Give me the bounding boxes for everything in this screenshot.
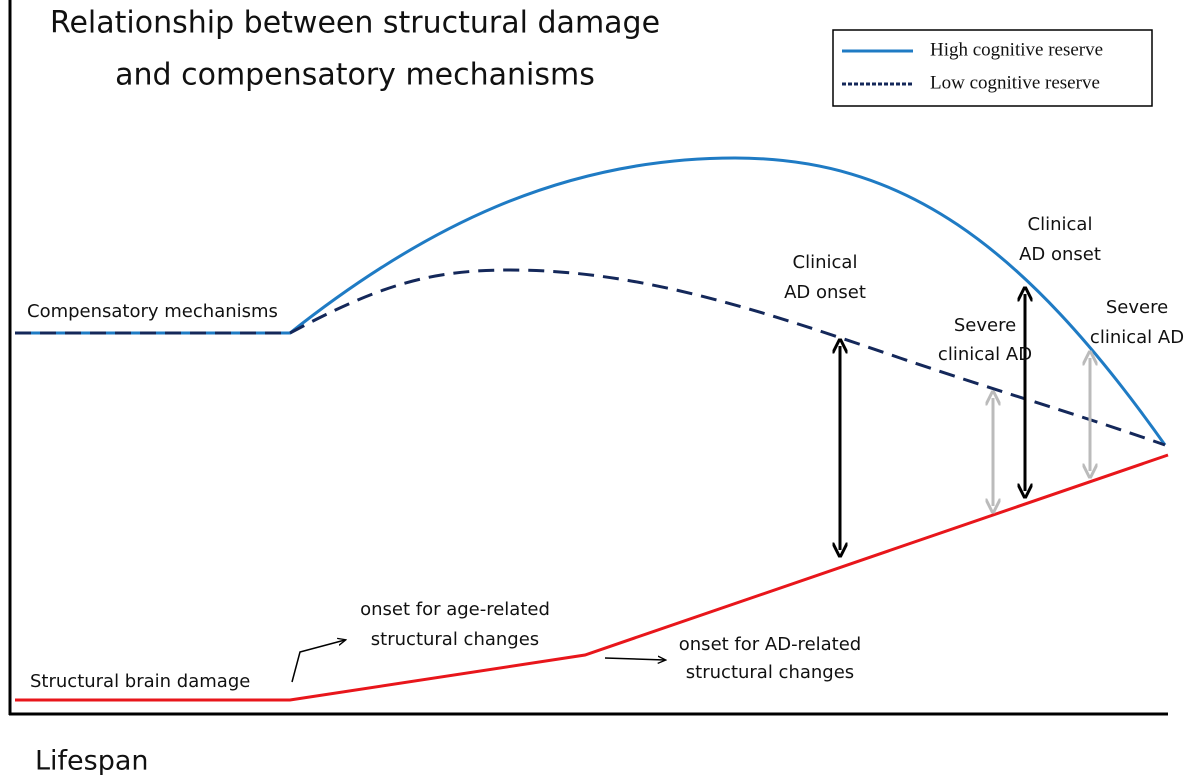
annotation: clinical AD bbox=[938, 344, 1032, 365]
annotation: Severe bbox=[954, 315, 1016, 336]
annotation: Clinical bbox=[1028, 214, 1093, 235]
low-reserve-curve bbox=[15, 268, 1166, 447]
x-axis-label: Lifespan bbox=[35, 746, 149, 777]
high-reserve-curve bbox=[15, 156, 1167, 446]
onset-label: structural changes bbox=[371, 629, 539, 650]
curve-label: Compensatory mechanisms bbox=[27, 301, 278, 322]
legend-label: High cognitive reserve bbox=[930, 39, 1103, 60]
title-line: Relationship between structural damage bbox=[50, 6, 660, 41]
damage-curve bbox=[15, 453, 1169, 702]
annotation: AD onset bbox=[784, 282, 866, 303]
annotation: AD onset bbox=[1019, 244, 1101, 265]
onset-label: onset for AD-related bbox=[679, 634, 861, 655]
onset-label: structural changes bbox=[686, 662, 854, 683]
onset-label: onset for age-related bbox=[360, 599, 550, 620]
curve-label: Structural brain damage bbox=[30, 671, 250, 692]
title-line: and compensatory mechanisms bbox=[115, 58, 595, 93]
legend-label: Low cognitive reserve bbox=[930, 72, 1100, 93]
annotation: Severe bbox=[1106, 297, 1168, 318]
legend-box bbox=[832, 29, 1153, 107]
pointer-arrow bbox=[604, 658, 665, 660]
pointer-arrow bbox=[291, 640, 345, 683]
annotation: Clinical bbox=[793, 252, 858, 273]
annotation: clinical AD bbox=[1090, 327, 1184, 348]
